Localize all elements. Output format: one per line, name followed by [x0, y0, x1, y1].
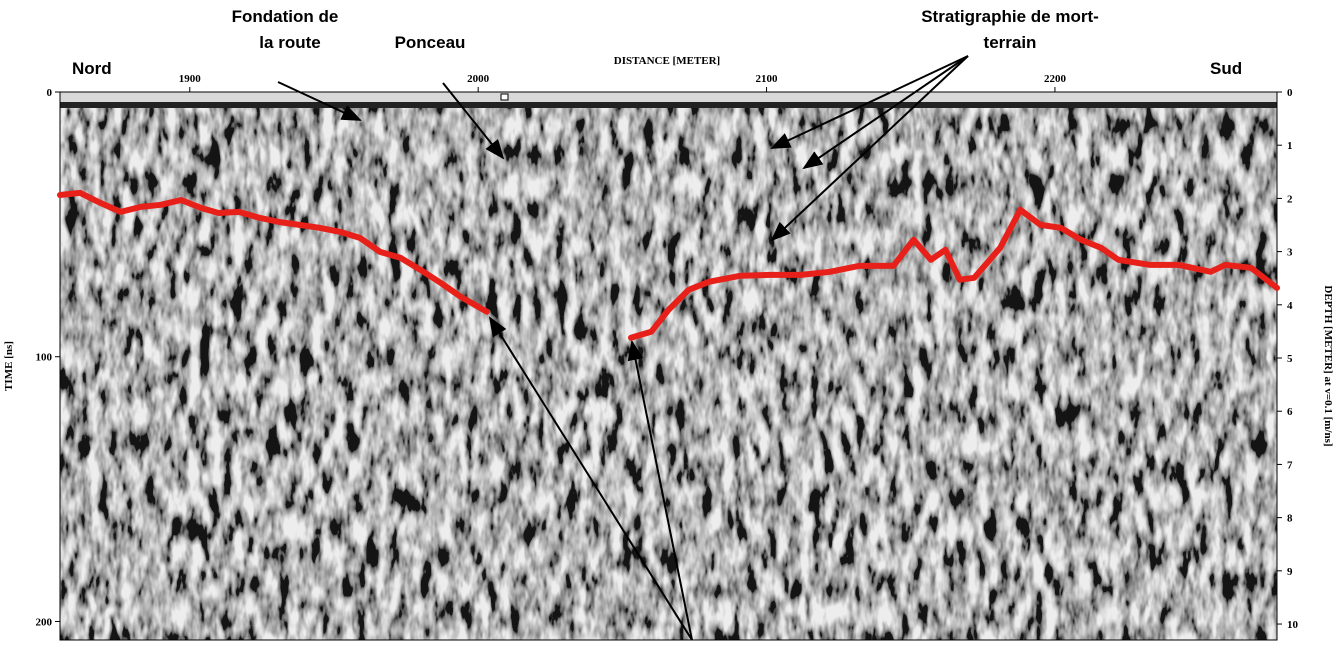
y2-tick-label: 1 — [1287, 140, 1293, 152]
annotation-nord: Nord — [72, 59, 112, 78]
page: DISTANCE [METER] TIME [ns] DEPTH [METER]… — [0, 0, 1340, 645]
annotation-fondation: la route — [259, 33, 320, 52]
y2-tick-label: 2 — [1287, 193, 1293, 205]
y-tick-label: 100 — [36, 352, 53, 364]
annotation-stratigraphie: Stratigraphie de mort- — [921, 7, 1099, 26]
surface-band — [60, 102, 1277, 108]
annotation-fondation: Fondation de — [232, 7, 339, 26]
y2-tick-label: 10 — [1287, 619, 1299, 631]
chart: DISTANCE [METER] TIME [ns] DEPTH [METER]… — [0, 0, 1340, 645]
marker — [501, 94, 508, 100]
x-axis-label: DISTANCE [METER] — [614, 55, 720, 67]
y2-tick-label: 0 — [1287, 87, 1293, 99]
y2-tick-label: 4 — [1287, 300, 1293, 312]
y-tick-label: 200 — [36, 616, 53, 628]
x-tick-label: 1900 — [179, 73, 202, 85]
x-tick-label: 2100 — [756, 73, 779, 85]
x-tick-label: 2200 — [1044, 73, 1067, 85]
x-tick-label: 2000 — [467, 73, 490, 85]
annotation-stratigraphie: terrain — [984, 33, 1037, 52]
y2-tick-label: 9 — [1287, 566, 1293, 578]
y2-tick-label: 7 — [1287, 459, 1293, 471]
y-tick-label: 0 — [47, 87, 53, 99]
surface-band — [60, 92, 1277, 102]
y-axis-label: TIME [ns] — [3, 341, 15, 391]
y2-tick-label: 6 — [1287, 406, 1293, 418]
y2-tick-label: 3 — [1287, 247, 1293, 259]
annotation-sud: Sud — [1210, 59, 1242, 78]
y2-axis-label: DEPTH [METER] at v=0.1 [m/ns] — [1322, 285, 1334, 446]
y2-tick-label: 8 — [1287, 513, 1293, 525]
radargram-texture — [60, 92, 1277, 640]
annotation-ponceau: Ponceau — [395, 33, 466, 52]
y2-tick-label: 5 — [1287, 353, 1293, 365]
